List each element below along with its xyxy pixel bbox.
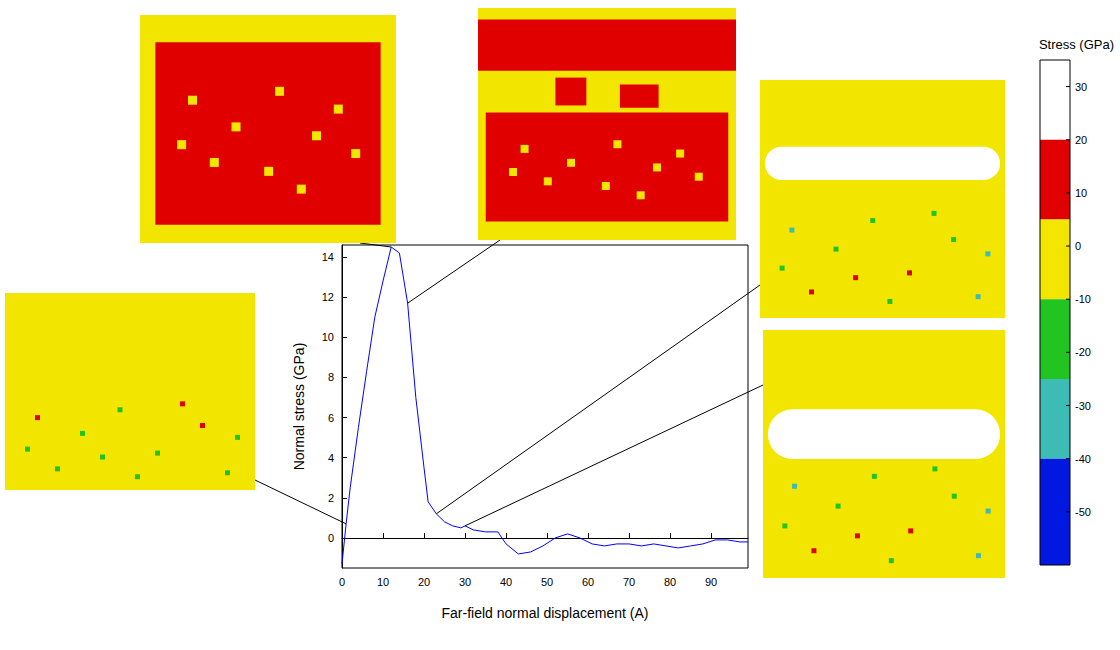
svg-text:-20: -20 <box>1075 346 1091 358</box>
svg-text:8: 8 <box>328 371 334 383</box>
svg-text:Far-field normal displacement: Far-field normal displacement (A) <box>442 605 649 621</box>
svg-text:10: 10 <box>1075 187 1087 199</box>
svg-text:Stress (GPa): Stress (GPa) <box>1039 37 1114 52</box>
svg-text:12: 12 <box>322 291 334 303</box>
svg-text:0: 0 <box>339 576 345 588</box>
svg-text:-50: -50 <box>1075 506 1091 518</box>
svg-text:-10: -10 <box>1075 293 1091 305</box>
svg-text:4: 4 <box>328 452 334 464</box>
svg-text:70: 70 <box>623 576 635 588</box>
svg-text:40: 40 <box>500 576 512 588</box>
svg-text:0: 0 <box>328 532 334 544</box>
svg-text:10: 10 <box>377 576 389 588</box>
svg-text:0: 0 <box>1075 240 1081 252</box>
svg-text:60: 60 <box>582 576 594 588</box>
svg-text:Normal stress (GPa): Normal stress (GPa) <box>291 343 307 471</box>
svg-text:-30: -30 <box>1075 400 1091 412</box>
svg-text:90: 90 <box>705 576 717 588</box>
svg-text:30: 30 <box>1075 81 1087 93</box>
svg-text:6: 6 <box>328 412 334 424</box>
svg-text:2: 2 <box>328 492 334 504</box>
svg-text:-40: -40 <box>1075 453 1091 465</box>
svg-text:50: 50 <box>541 576 553 588</box>
svg-text:20: 20 <box>1075 134 1087 146</box>
svg-text:30: 30 <box>459 576 471 588</box>
svg-text:80: 80 <box>664 576 676 588</box>
svg-text:10: 10 <box>322 331 334 343</box>
svg-text:14: 14 <box>322 251 334 263</box>
svg-text:20: 20 <box>418 576 430 588</box>
